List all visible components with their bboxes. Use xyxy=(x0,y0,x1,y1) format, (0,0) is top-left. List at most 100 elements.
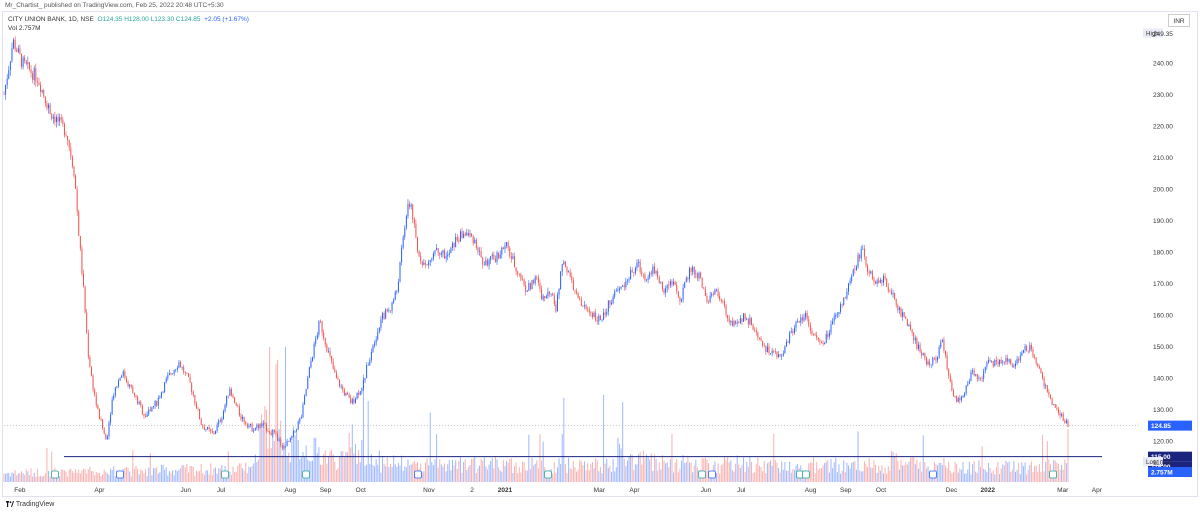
candle-body xyxy=(927,361,929,365)
candle-body xyxy=(463,233,465,239)
volume-bar xyxy=(669,459,671,482)
currency-button[interactable]: INR xyxy=(1168,14,1190,27)
candle-body xyxy=(994,359,996,367)
candle-body xyxy=(712,293,714,295)
candle-body xyxy=(143,413,145,416)
event-marker-icon[interactable] xyxy=(302,470,310,479)
candle-body xyxy=(428,261,430,266)
volume-bar xyxy=(345,452,347,482)
volume-bar xyxy=(646,454,648,482)
candle-body xyxy=(917,344,919,349)
candle-body xyxy=(467,232,469,236)
event-marker-icon[interactable] xyxy=(116,470,124,479)
volume-bar xyxy=(280,420,282,482)
candle-body xyxy=(453,243,455,248)
event-marker-icon[interactable] xyxy=(802,470,810,479)
event-marker-icon[interactable] xyxy=(51,470,59,479)
candle-body xyxy=(768,346,770,354)
candle-body xyxy=(41,90,43,92)
volume-bar xyxy=(832,468,834,482)
volume-bar xyxy=(327,457,329,482)
candle-body xyxy=(25,60,27,64)
volume-bar xyxy=(313,437,315,482)
volume-bar xyxy=(666,462,668,482)
volume-bar xyxy=(461,472,463,482)
volume-bar xyxy=(299,459,301,482)
volume-bar xyxy=(351,424,353,482)
event-marker-icon[interactable] xyxy=(544,470,552,479)
volume-bar xyxy=(167,475,169,482)
volume-bar xyxy=(467,467,469,482)
volume-bar xyxy=(434,459,436,482)
candle-body xyxy=(129,384,131,387)
volume-bar xyxy=(692,472,694,482)
candle-body xyxy=(555,304,557,312)
candle-body xyxy=(980,377,982,379)
volume-bar xyxy=(715,473,717,482)
volume-bar xyxy=(356,463,358,482)
candle-body xyxy=(603,312,605,320)
candle-body xyxy=(886,278,888,287)
time-axis: Feb Apr Jun Jul Aug Sep Oct Nov 2 2021 Mar Apr Jun Ju… xyxy=(14,487,1102,494)
volume-bar xyxy=(1010,471,1012,482)
candle-body xyxy=(938,347,940,357)
volume-bar xyxy=(251,465,253,482)
volume-bar xyxy=(1046,441,1048,482)
volume-bar xyxy=(285,347,287,482)
candle-body xyxy=(367,365,369,366)
candle-body xyxy=(611,302,613,305)
volume-bar xyxy=(652,470,654,482)
candle-body xyxy=(820,341,822,343)
volume-bar xyxy=(480,458,482,482)
volume-bar xyxy=(463,461,465,482)
low-tag-bg xyxy=(1143,457,1163,466)
volume-bar xyxy=(200,464,202,482)
volume-bar xyxy=(820,468,822,482)
volume-bar xyxy=(46,447,48,482)
candle-body xyxy=(1062,413,1064,421)
volume-bar xyxy=(281,455,283,482)
event-marker-icon[interactable] xyxy=(698,470,706,479)
event-marker-icon[interactable] xyxy=(929,470,937,479)
volume-bar xyxy=(133,468,135,482)
event-marker-icon[interactable] xyxy=(221,470,229,479)
volume-bar xyxy=(148,467,150,482)
candle-body xyxy=(1022,349,1024,353)
event-marker-icon[interactable] xyxy=(1049,470,1057,479)
candle-body xyxy=(981,378,983,380)
candle-body xyxy=(402,237,404,248)
candle-body xyxy=(822,342,824,345)
volume-bar xyxy=(606,458,608,482)
symbol-ohlc-line: CITY UNION BANK, 1D, NSE O124.35 H128.00… xyxy=(8,15,249,24)
candle-body xyxy=(992,361,994,367)
volume-bar xyxy=(964,473,966,482)
candle-body xyxy=(863,248,865,257)
candle-body xyxy=(653,266,655,274)
candle-body xyxy=(723,301,725,306)
candle-body xyxy=(149,409,151,412)
candle-body xyxy=(628,278,630,281)
event-marker-icon[interactable] xyxy=(414,470,422,479)
candle-body xyxy=(824,342,826,345)
candle-body xyxy=(571,276,573,280)
candle-body xyxy=(106,436,108,440)
volume-bar xyxy=(382,456,384,482)
volume-bar xyxy=(959,468,961,482)
volume-bar xyxy=(1014,471,1016,482)
volume-bar xyxy=(541,460,543,482)
volume-bar xyxy=(569,468,571,482)
candle-body xyxy=(102,419,104,429)
event-marker-icon[interactable] xyxy=(708,470,716,479)
volume-bar xyxy=(738,464,740,482)
volume-bar xyxy=(1057,464,1059,482)
candle-body xyxy=(1054,404,1056,408)
candle-body xyxy=(1037,363,1039,367)
volume-bar xyxy=(140,469,142,482)
candle-body xyxy=(1048,391,1050,395)
candle-body xyxy=(98,409,100,420)
candle-body xyxy=(210,429,212,432)
candle-body xyxy=(731,320,733,326)
candle-body xyxy=(1035,357,1037,364)
candle-body xyxy=(394,291,396,300)
